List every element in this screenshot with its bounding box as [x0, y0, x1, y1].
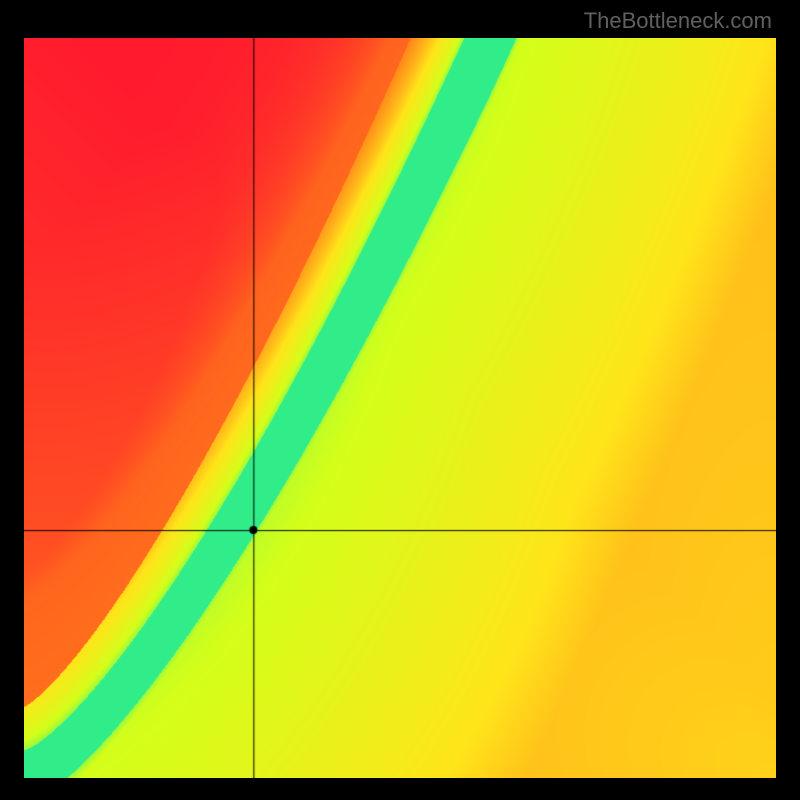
chart-container: TheBottleneck.com	[0, 0, 800, 800]
heatmap-plot	[24, 38, 776, 778]
watermark-text: TheBottleneck.com	[584, 8, 772, 34]
heatmap-canvas	[24, 38, 776, 778]
